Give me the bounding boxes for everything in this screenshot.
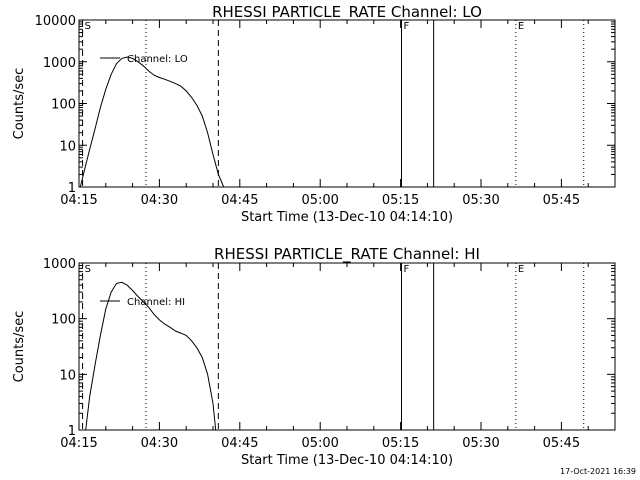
plot-frame [78, 262, 616, 431]
marker-label: S [85, 264, 91, 275]
y-tick-label: 1 [68, 424, 76, 439]
x-tick-label: 04:30 [141, 436, 178, 451]
series-line-lo [79, 56, 225, 188]
y-tick-label: 1 [68, 181, 76, 196]
legend-label: Channel: HI [127, 297, 185, 308]
x-tick-label: 05:45 [543, 436, 580, 451]
x-ticks: 04:15 04:30 04:45 05:00 05:15 05:30 05:45 [60, 263, 616, 451]
x-axis-label: Start Time (13-Dec-10 04:14:10) [241, 453, 453, 468]
chart-title: RHESSI PARTICLE_RATE Channel: HI [214, 245, 480, 264]
x-tick-label: 05:30 [462, 436, 499, 451]
legend-label: Channel: LO [127, 54, 188, 65]
y-ticks: 1 10 100 1000 10000 [35, 14, 615, 196]
y-tick-label: 10000 [35, 14, 76, 29]
y-tick-label: 100 [51, 313, 76, 328]
plot-frame [78, 19, 616, 188]
x-tick-label: 04:45 [221, 436, 258, 451]
chart-title: RHESSI PARTICLE_RATE Channel: LO [212, 3, 482, 22]
marker-label: S [85, 21, 91, 32]
x-axis-label: Start Time (13-Dec-10 04:14:10) [241, 210, 453, 225]
x-tick-label: 05:00 [301, 193, 338, 208]
y-tick-label: 10 [59, 368, 76, 383]
y-axis-label: Counts/sec [12, 311, 27, 383]
x-tick-label: 05:45 [543, 193, 580, 208]
y-axis-label: Counts/sec [12, 68, 27, 140]
y-tick-label: 1000 [43, 257, 76, 272]
x-ticks: 04:15 04:30 04:45 05:00 05:15 05:30 05:45 [60, 20, 616, 208]
y-tick-label: 1000 [43, 56, 76, 71]
x-tick-label: 04:45 [221, 193, 258, 208]
x-tick-label: 05:15 [382, 436, 419, 451]
plot-hi-channel: RHESSI PARTICLE_RATE Channel: HI Start T… [12, 245, 616, 468]
x-tick-label: 04:15 [60, 193, 97, 208]
plot-lo-channel: RHESSI PARTICLE_RATE Channel: LO Start T… [12, 3, 616, 225]
footer-timestamp: 17-Oct-2021 16:39 [560, 467, 636, 476]
x-tick-label: 04:15 [60, 436, 97, 451]
series-line-hi [85, 281, 217, 431]
x-tick-label: 04:30 [141, 193, 178, 208]
marker-label: E [518, 264, 524, 275]
y-tick-label: 10 [59, 139, 76, 154]
marker-label: F [403, 21, 409, 32]
x-tick-label: 05:30 [462, 193, 499, 208]
x-tick-label: 05:15 [382, 193, 419, 208]
x-tick-label: 05:00 [301, 436, 338, 451]
marker-label: E [518, 21, 524, 32]
marker-label: F [403, 264, 409, 275]
y-tick-label: 100 [51, 98, 76, 113]
y-ticks: 1 10 100 1000 [43, 257, 615, 439]
